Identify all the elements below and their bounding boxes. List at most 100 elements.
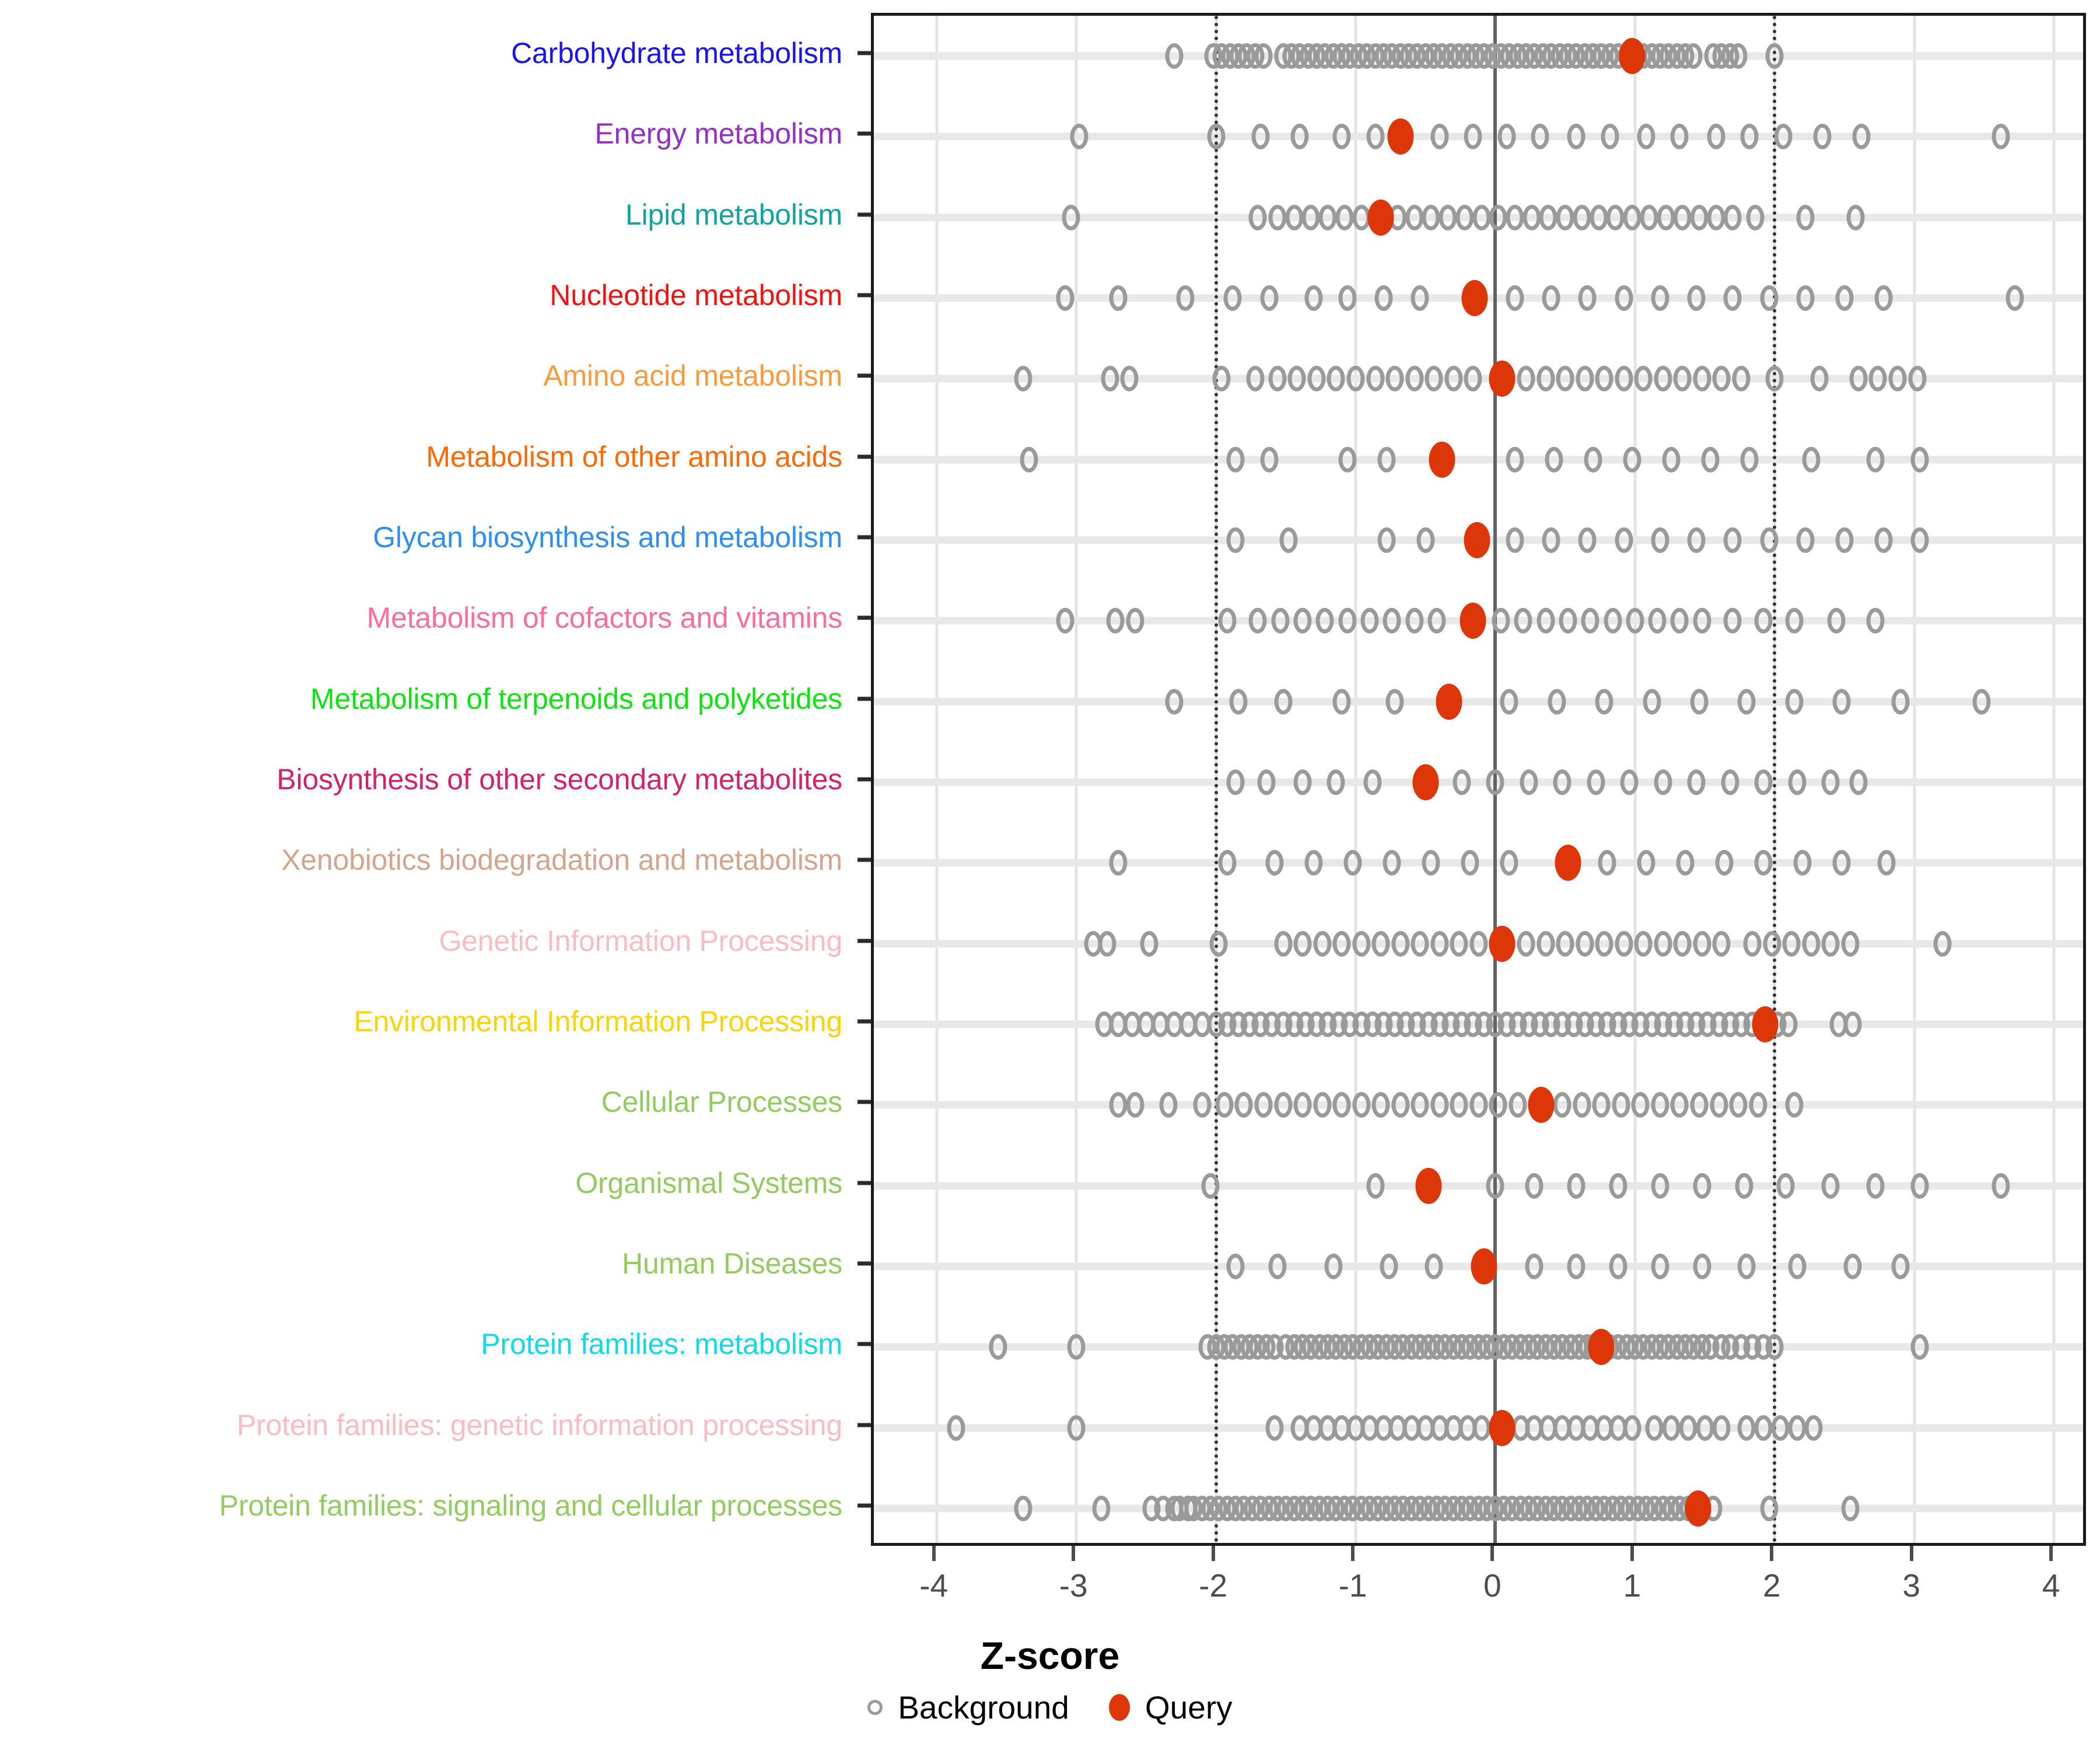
background-point: [1972, 688, 1991, 715]
query-point[interactable]: [1464, 522, 1490, 559]
background-point: [1707, 124, 1726, 150]
query-point[interactable]: [1555, 845, 1581, 881]
background-point: [1779, 1011, 1798, 1037]
background-point: [1159, 1092, 1178, 1118]
background-point: [1279, 527, 1298, 554]
background-point: [1723, 285, 1742, 312]
legend-item[interactable]: Query: [1108, 1689, 1233, 1726]
query-point[interactable]: [1489, 925, 1516, 962]
background-point: [1637, 850, 1656, 876]
query-point[interactable]: [1412, 764, 1439, 800]
background-point: [1405, 608, 1424, 634]
background-point: [1140, 930, 1158, 957]
x-axis-tick: [1630, 1546, 1634, 1561]
background-point: [1662, 1415, 1681, 1441]
background-point: [1821, 1172, 1840, 1199]
background-point: [1852, 124, 1871, 150]
background-point: [1765, 43, 1784, 69]
background-point: [1218, 850, 1237, 876]
background-point: [1715, 850, 1734, 876]
background-point: [2006, 285, 2024, 312]
query-point[interactable]: [1619, 38, 1646, 75]
background-point: [1212, 366, 1231, 392]
background-point: [1226, 527, 1245, 554]
background-point: [1126, 608, 1144, 634]
query-point[interactable]: [1461, 280, 1488, 317]
query-point[interactable]: [1489, 1409, 1516, 1446]
background-point: [1835, 527, 1854, 554]
background-point: [1788, 769, 1807, 795]
y-axis-label: Protein families: signaling and cellular…: [219, 1489, 843, 1522]
background-point: [1335, 204, 1354, 230]
background-point: [1455, 204, 1474, 230]
query-point[interactable]: [1528, 1087, 1555, 1124]
background-point: [1248, 204, 1267, 230]
background-point: [1690, 204, 1709, 230]
background-point: [1810, 366, 1829, 392]
background-point: [1578, 285, 1597, 312]
background-point: [1673, 204, 1692, 230]
query-point[interactable]: [1429, 441, 1455, 478]
background-point: [1556, 930, 1574, 957]
query-point[interactable]: [1752, 1006, 1779, 1042]
y-axis-tick: [858, 1181, 871, 1185]
y-axis-label: Carbohydrate metabolism: [511, 37, 842, 70]
background-point: [1723, 204, 1742, 230]
query-point[interactable]: [1685, 1490, 1712, 1527]
x-axis-tick: [2049, 1546, 2053, 1561]
query-point[interactable]: [1489, 360, 1516, 397]
background-point: [1461, 850, 1479, 876]
query-point[interactable]: [1460, 603, 1486, 639]
query-point[interactable]: [1471, 1248, 1497, 1284]
background-point: [1304, 850, 1323, 876]
background-point: [1821, 930, 1840, 957]
background-point: [1542, 527, 1560, 554]
query-point[interactable]: [1367, 199, 1394, 236]
background-point: [1793, 850, 1812, 876]
background-point: [1910, 1172, 1929, 1199]
y-axis-label: Amino acid metabolism: [543, 359, 842, 393]
background-point: [1888, 366, 1907, 392]
query-point[interactable]: [1436, 683, 1462, 720]
y-axis-tick: [858, 939, 871, 943]
query-point[interactable]: [1588, 1329, 1615, 1366]
background-point: [1271, 608, 1290, 634]
background-point: [1760, 527, 1779, 554]
background-point: [1274, 1092, 1293, 1118]
background-point: [1553, 1092, 1572, 1118]
background-point: [1536, 366, 1555, 392]
background-point: [1014, 366, 1032, 392]
y-axis-tick: [858, 1100, 871, 1104]
background-point: [1377, 527, 1396, 554]
background-point: [1763, 930, 1781, 957]
background-point: [1313, 1092, 1332, 1118]
query-point[interactable]: [1415, 1167, 1442, 1204]
background-point: [1693, 1172, 1712, 1199]
x-axis-tick: [1770, 1546, 1774, 1561]
background-point: [1326, 769, 1345, 795]
background-point: [1827, 608, 1846, 634]
background-point: [1332, 1092, 1351, 1118]
background-point: [1366, 124, 1385, 150]
background-point: [1765, 366, 1784, 392]
background-point: [1760, 1495, 1779, 1521]
background-point: [1120, 366, 1139, 392]
background-point: [1740, 446, 1759, 473]
legend-item[interactable]: Background: [867, 1689, 1069, 1726]
background-point: [1422, 204, 1440, 230]
x-axis-title: Z-score: [980, 1634, 1120, 1677]
background-point: [1092, 1495, 1111, 1521]
background-point: [1229, 688, 1248, 715]
background-point: [1385, 688, 1404, 715]
background-point: [1234, 1092, 1253, 1118]
background-point: [1687, 769, 1706, 795]
x-axis-tick-label: -1: [1338, 1567, 1367, 1604]
background-point: [1874, 527, 1893, 554]
query-point[interactable]: [1387, 118, 1414, 155]
background-point: [1654, 769, 1672, 795]
background-point: [1721, 769, 1740, 795]
background-point: [1612, 1092, 1630, 1118]
background-point: [1101, 366, 1119, 392]
legend-filled-circle-icon: [1108, 1694, 1130, 1721]
background-point: [1265, 1415, 1284, 1441]
